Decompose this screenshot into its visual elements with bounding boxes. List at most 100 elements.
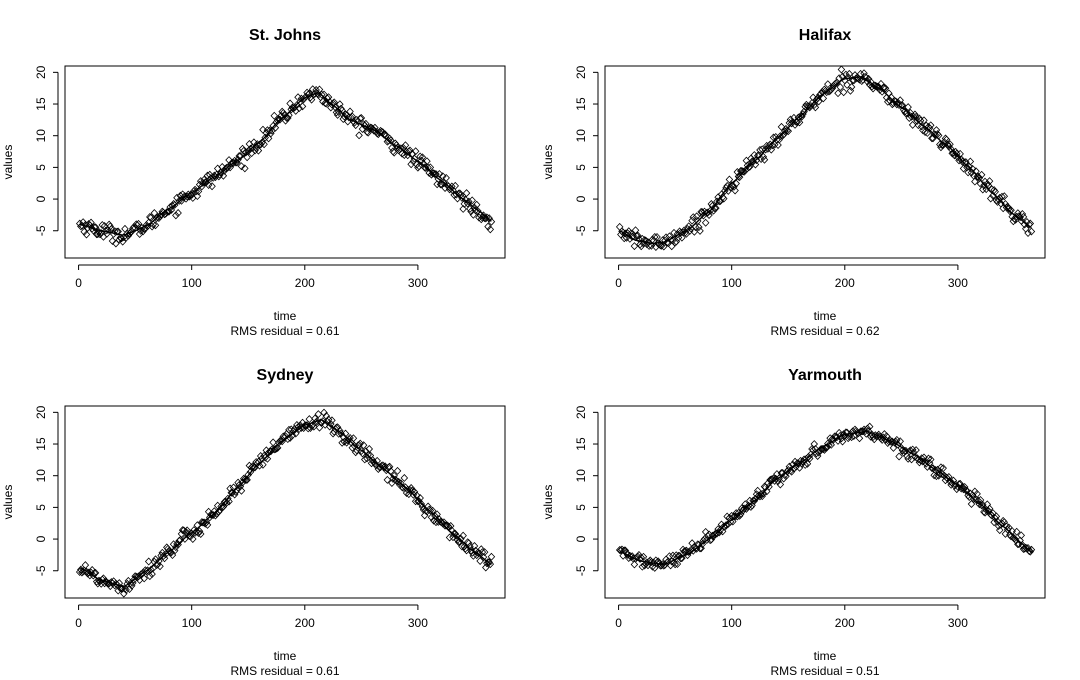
data-point [744, 501, 753, 510]
x-axis: 0 100 200 300 [75, 264, 428, 290]
data-point [863, 77, 872, 86]
data-point [855, 75, 864, 84]
data-point [263, 454, 272, 463]
data-point [134, 572, 143, 581]
data-point [330, 98, 338, 107]
data-point [1019, 545, 1028, 554]
data-point [985, 177, 994, 186]
data-point [966, 157, 975, 166]
data-point [678, 554, 686, 563]
data-point [360, 455, 369, 464]
y-tick-label: 10 [574, 129, 588, 143]
data-point [1024, 544, 1032, 552]
data-point [906, 108, 915, 117]
data-point [476, 557, 484, 565]
data-point [767, 145, 776, 154]
data-point [338, 106, 346, 115]
y-tick-label: 5 [34, 504, 48, 511]
data-point [303, 421, 311, 430]
data-point [910, 448, 918, 457]
data-point [669, 551, 677, 560]
x-axis-label: time [814, 309, 837, 323]
data-point [794, 113, 803, 122]
data-point [969, 494, 978, 503]
data-point [749, 496, 757, 505]
data-point [371, 123, 379, 132]
data-point [265, 126, 274, 135]
x-tick-label: 200 [835, 276, 855, 290]
data-point [912, 446, 920, 455]
data-point [988, 185, 996, 194]
data-point [712, 204, 720, 213]
data-point [752, 156, 761, 165]
data-point [399, 483, 407, 492]
data-point [743, 161, 752, 170]
data-point [835, 74, 843, 83]
data-point [657, 241, 666, 250]
data-point [316, 418, 325, 427]
data-point [320, 90, 328, 99]
data-point [663, 238, 671, 247]
data-point [671, 560, 679, 569]
data-point [1018, 210, 1027, 219]
data-point [334, 107, 343, 116]
plot-box [64, 405, 506, 599]
data-point [795, 118, 804, 127]
data-point [431, 511, 439, 520]
data-point [1016, 213, 1024, 222]
data-point [256, 140, 265, 149]
data-point [243, 475, 251, 484]
data-point [839, 88, 848, 97]
data-point [775, 474, 783, 483]
data-point [417, 499, 426, 508]
data-point [1012, 527, 1021, 536]
data-point [199, 518, 207, 527]
data-point [88, 224, 96, 233]
data-point [244, 147, 252, 156]
data-point [793, 117, 802, 126]
rms-subtitle: RMS residual = 0.61 [230, 324, 339, 338]
data-point [170, 200, 179, 209]
data-point [660, 242, 668, 251]
data-point [732, 179, 740, 188]
data-point [122, 585, 130, 594]
data-point [433, 510, 441, 519]
data-point [423, 157, 431, 166]
data-point [273, 443, 282, 452]
x-tick-label: 300 [408, 616, 428, 630]
data-point [768, 141, 777, 150]
data-point [820, 445, 829, 454]
data-point [757, 490, 765, 499]
data-point [148, 222, 156, 231]
data-point [420, 511, 429, 520]
data-point [667, 557, 676, 566]
data-point [915, 114, 924, 123]
data-point [368, 456, 377, 465]
data-point [86, 221, 94, 230]
data-point [465, 539, 473, 548]
data-point [360, 121, 369, 130]
data-point [937, 143, 945, 152]
x-tick-label: 0 [75, 616, 82, 630]
data-point [470, 541, 479, 550]
data-point [232, 158, 240, 167]
data-point [215, 507, 223, 516]
data-point [977, 170, 986, 179]
data-point [194, 529, 203, 538]
data-point [181, 534, 189, 543]
data-point [125, 585, 134, 594]
data-point [98, 221, 107, 230]
data-point [219, 502, 228, 511]
data-point [856, 69, 865, 78]
x-tick-label: 100 [182, 616, 202, 630]
data-point [336, 426, 344, 435]
data-point [315, 423, 324, 432]
data-point [349, 434, 358, 443]
data-point [192, 527, 200, 536]
data-point [910, 112, 918, 121]
data-point [203, 520, 212, 529]
data-point [776, 480, 785, 489]
x-tick-label: 300 [408, 276, 428, 290]
data-point [1017, 531, 1025, 540]
y-tick-label: -5 [34, 565, 48, 576]
